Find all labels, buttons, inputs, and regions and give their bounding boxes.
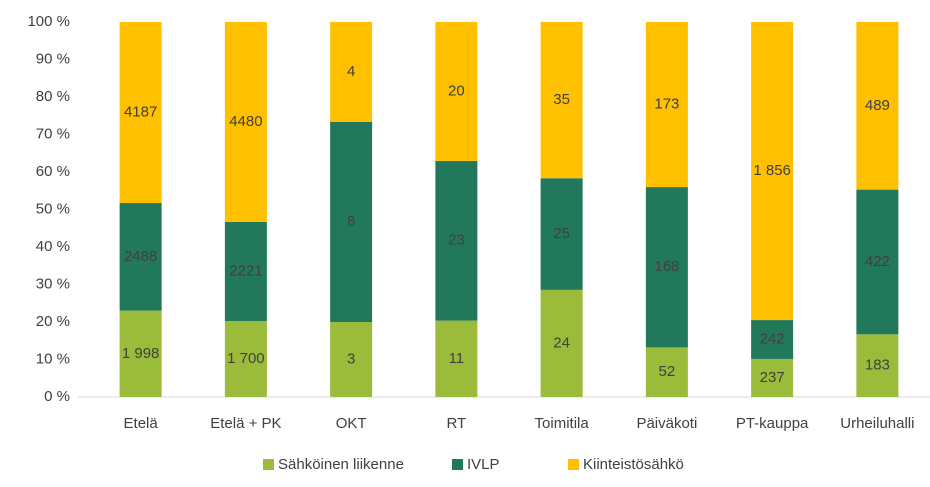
legend-label: Sähköinen liikenne xyxy=(278,456,404,473)
bar-segment xyxy=(751,320,794,359)
bar-segment xyxy=(540,178,583,290)
legend-swatch xyxy=(263,459,274,470)
data-label: 242 xyxy=(760,330,785,347)
x-tick-label: PT-kauppa xyxy=(736,415,809,432)
y-tick-label: 90 % xyxy=(36,50,70,67)
data-label: 237 xyxy=(760,369,785,386)
legend-label: IVLP xyxy=(467,456,500,473)
y-tick-label: 70 % xyxy=(36,125,70,142)
bar-segment xyxy=(435,22,478,161)
data-label: 52 xyxy=(659,363,676,380)
bar-segment xyxy=(751,358,794,397)
bar-segment xyxy=(224,321,267,397)
x-tick-label: RT xyxy=(447,415,467,432)
data-label: 23 xyxy=(448,232,465,249)
bar-segment xyxy=(540,22,583,179)
bar-segment xyxy=(856,334,899,397)
bar-segment xyxy=(224,221,267,322)
y-tick-label: 20 % xyxy=(36,313,70,330)
data-label: 1 700 xyxy=(227,350,265,367)
x-tick-label: Toimitila xyxy=(535,415,590,432)
x-tick-label: Päiväkoti xyxy=(636,415,697,432)
y-tick-label: 80 % xyxy=(36,88,70,105)
bar-segment xyxy=(540,289,583,397)
bar-segment xyxy=(224,22,267,222)
bar-segment xyxy=(119,310,162,397)
data-label: 8 xyxy=(347,213,355,230)
x-tick-label: Etelä xyxy=(124,415,159,432)
bar-segment xyxy=(435,160,478,321)
data-label: 489 xyxy=(865,97,890,114)
data-label: 1 856 xyxy=(753,162,791,179)
y-tick-label: 50 % xyxy=(36,200,70,217)
data-label: 173 xyxy=(654,96,679,113)
bar-segment xyxy=(751,22,794,321)
data-label: 4480 xyxy=(229,113,262,130)
bar-segment xyxy=(645,347,688,397)
data-label: 24 xyxy=(553,334,570,351)
data-label: 168 xyxy=(654,258,679,275)
data-label: 4187 xyxy=(124,103,157,120)
bar-segment xyxy=(330,22,373,122)
legend-swatch xyxy=(452,459,463,470)
x-tick-label: Urheiluhalli xyxy=(840,415,914,432)
bar-segment xyxy=(119,22,162,204)
y-tick-label: 30 % xyxy=(36,275,70,292)
data-label: 35 xyxy=(553,91,570,108)
data-label: 20 xyxy=(448,82,465,99)
data-label: 183 xyxy=(865,357,890,374)
bar-segment xyxy=(435,320,478,397)
y-tick-label: 60 % xyxy=(36,163,70,180)
bar-segment xyxy=(119,203,162,311)
bar-segment xyxy=(645,187,688,348)
bar-segment xyxy=(856,189,899,335)
bar-segment xyxy=(856,22,899,190)
y-tick-label: 0 % xyxy=(44,388,70,405)
data-label: 2221 xyxy=(229,263,262,280)
data-label: 25 xyxy=(553,225,570,242)
y-tick-label: 100 % xyxy=(27,13,70,30)
data-label: 2488 xyxy=(124,248,157,265)
x-tick-label: OKT xyxy=(336,415,367,432)
data-label: 3 xyxy=(347,350,355,367)
data-label: 422 xyxy=(865,253,890,270)
bar-segment xyxy=(645,22,688,188)
data-label: 4 xyxy=(347,63,355,80)
data-label: 1 998 xyxy=(122,345,160,362)
y-tick-label: 10 % xyxy=(36,350,70,367)
legend-label: Kiinteistösähkö xyxy=(583,456,684,473)
bar-segment xyxy=(330,122,373,322)
data-label: 11 xyxy=(449,350,465,367)
y-tick-label: 40 % xyxy=(36,238,70,255)
x-tick-label: Etelä + PK xyxy=(210,415,281,432)
bar-segment xyxy=(330,322,373,397)
legend-swatch xyxy=(568,459,579,470)
